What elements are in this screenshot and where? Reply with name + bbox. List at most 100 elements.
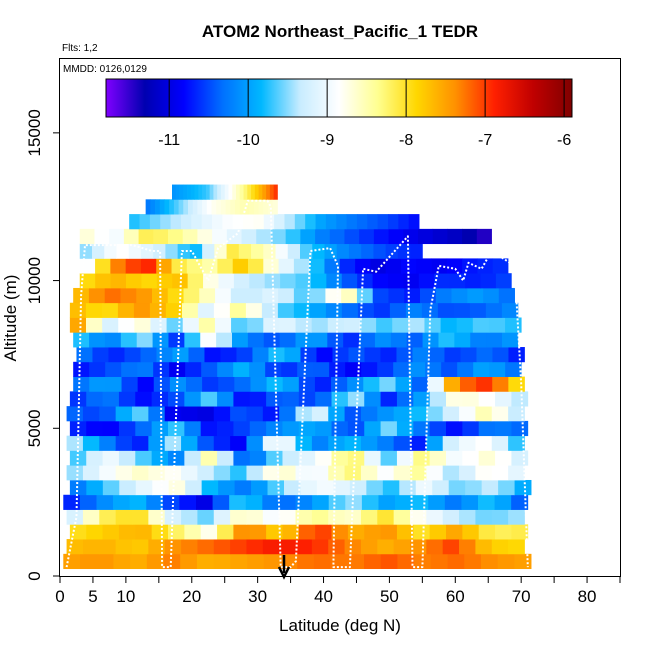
heatmap-cell <box>102 450 120 466</box>
heatmap-cell <box>145 199 151 215</box>
heatmap-cell <box>233 361 250 377</box>
heatmap-cell <box>181 302 199 318</box>
heatmap-cell <box>396 450 414 466</box>
heatmap-cell <box>328 494 346 510</box>
heatmap-cell <box>393 435 411 451</box>
heatmap-cell <box>262 287 279 304</box>
x-tick-label: 5 <box>88 587 97 606</box>
heatmap-cell <box>183 199 189 215</box>
heatmap-cell <box>266 420 283 437</box>
heatmap-cell <box>300 243 313 259</box>
y-tick-label: 10000 <box>25 257 44 304</box>
heatmap-cell <box>282 524 300 540</box>
heatmap-cell <box>343 332 360 348</box>
heatmap-cell <box>196 553 215 570</box>
heatmap-cell <box>95 273 111 289</box>
heatmap-cell <box>426 539 444 555</box>
heatmap-cell <box>96 553 114 570</box>
heatmap-cell <box>426 509 444 525</box>
heatmap-cell <box>361 494 379 510</box>
heatmap-cell <box>266 391 283 407</box>
heatmap-cell <box>225 199 231 215</box>
heatmap-cell <box>194 184 199 200</box>
heatmap-cell <box>295 406 313 422</box>
heatmap-cell <box>230 435 247 451</box>
heatmap-cell <box>462 420 480 437</box>
heatmap-cell <box>163 553 181 570</box>
heatmap-cell <box>279 539 296 555</box>
heatmap-cell <box>426 435 444 451</box>
heatmap-cell <box>160 214 171 230</box>
heatmap-cell <box>105 376 122 392</box>
heatmap-cell <box>331 450 349 466</box>
heatmap-cell <box>113 494 131 510</box>
heatmap-cell <box>184 391 202 407</box>
heatmap-cell <box>217 258 234 274</box>
heatmap-cell <box>364 391 381 407</box>
heatmap-cell <box>341 287 358 304</box>
x-axis: 0 5 10 20 30 40 50 60 70 80 <box>55 576 621 606</box>
heatmap-cell <box>278 258 295 274</box>
heatmap-cell <box>403 228 419 245</box>
heatmap-cell <box>495 420 512 437</box>
heatmap-cell <box>187 184 192 200</box>
date-note: MMDD: 0126,0129 <box>63 64 147 75</box>
heatmap-cell <box>66 509 84 525</box>
heatmap-cell <box>330 553 348 570</box>
colorbar-gradient <box>105 78 573 118</box>
heatmap-cell <box>495 524 512 540</box>
heatmap-cell <box>137 361 154 377</box>
heatmap-cell <box>151 450 169 466</box>
heatmap-cell <box>262 184 267 200</box>
heatmap-cell <box>73 376 90 392</box>
heatmap-cell <box>168 420 185 437</box>
heatmap-cell <box>412 347 429 363</box>
heatmap-cell <box>189 243 203 259</box>
heatmap-cell <box>248 258 264 274</box>
heatmap-cell <box>328 406 345 422</box>
heatmap-cell <box>410 509 427 525</box>
heatmap-cell <box>135 479 153 496</box>
heatmap-cell <box>508 465 525 481</box>
heatmap-cell <box>377 214 389 230</box>
heatmap-cell <box>408 214 420 230</box>
heatmap-cell <box>416 258 432 274</box>
heatmap-cell <box>262 465 280 481</box>
heatmap-cell <box>373 228 389 245</box>
heatmap-cell <box>344 465 362 481</box>
heatmap-cell <box>152 287 169 304</box>
heatmap-cell <box>95 258 111 274</box>
heatmap-cell <box>213 302 231 318</box>
heatmap-cell <box>206 199 212 215</box>
heatmap-cell <box>491 509 509 525</box>
colorbar-tick-label: -10 <box>237 132 260 149</box>
heatmap-cell <box>339 258 356 274</box>
plot-frame <box>59 58 621 577</box>
heatmap-cell <box>224 184 229 200</box>
heatmap-cell <box>315 391 332 407</box>
heatmap-cell <box>220 199 227 215</box>
heatmap-cell <box>244 199 250 215</box>
heatmap-cell <box>497 553 515 570</box>
heatmap-cell <box>149 302 167 318</box>
heatmap-cell <box>256 228 272 245</box>
heatmap-cell <box>399 479 417 496</box>
heatmap-cell <box>232 184 237 200</box>
heatmap-cell <box>136 287 153 304</box>
heatmap-cell <box>184 420 202 437</box>
heatmap-cell <box>462 228 478 245</box>
heatmap-cell <box>393 539 411 555</box>
heatmap-cell <box>347 376 364 392</box>
heatmap-cell <box>82 465 100 481</box>
heatmap-cell <box>200 524 218 540</box>
heatmap-cell <box>168 450 185 466</box>
heatmap-cell <box>442 435 460 451</box>
heatmap-cell <box>197 302 215 318</box>
x-tick-label: 40 <box>314 587 333 606</box>
heatmap-cell <box>440 317 458 333</box>
heatmap-cell <box>333 479 351 496</box>
heatmap-cell <box>298 376 316 392</box>
heatmap-cell <box>168 228 184 245</box>
heatmap-cell <box>246 539 264 555</box>
